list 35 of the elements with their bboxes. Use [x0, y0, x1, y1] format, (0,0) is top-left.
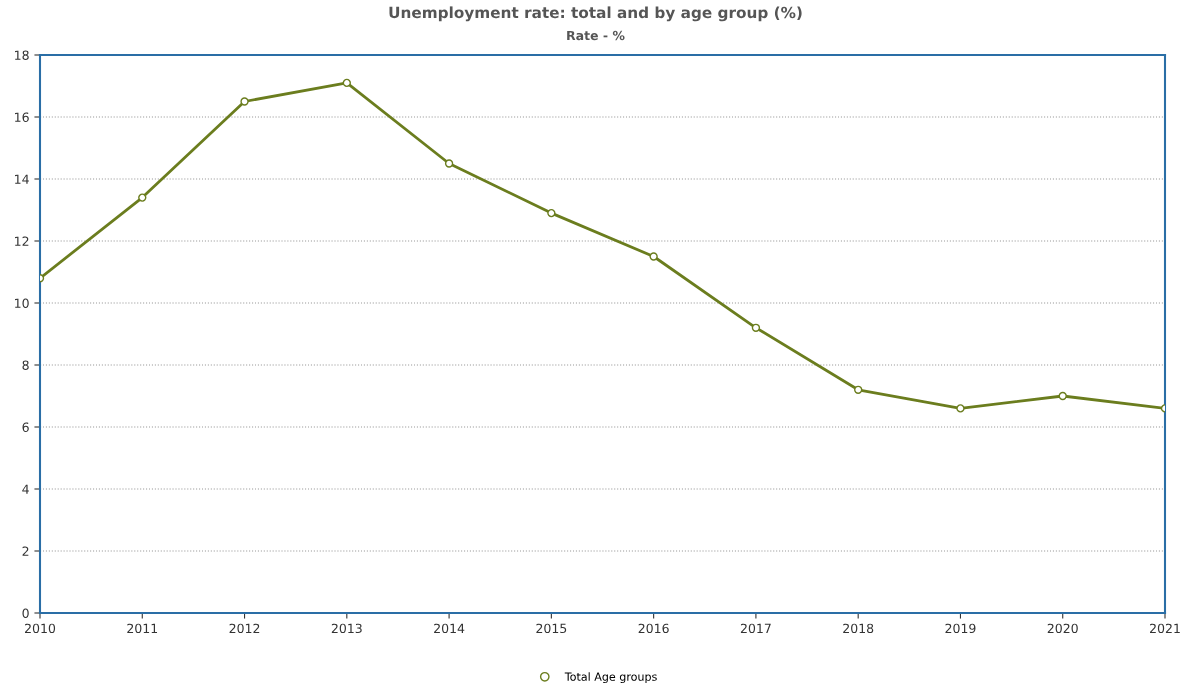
x-tick-label: 2014: [434, 623, 465, 634]
x-tick-label: 2012: [229, 623, 260, 634]
x-tick-label: 2018: [843, 623, 874, 634]
x-tick-label: 2011: [127, 623, 158, 634]
point: [342, 78, 351, 88]
x-tick-label: 2015: [536, 623, 567, 634]
chart-subtitle: Rate - %: [567, 30, 625, 41]
y-tick-label: 0: [22, 608, 29, 618]
y-tick-label: 14: [15, 174, 29, 184]
x-tick-label: 2010: [25, 623, 56, 634]
x-tick-label: 2013: [331, 623, 362, 634]
x-tick-label: 2021: [1150, 623, 1180, 634]
y-tick-label: 12: [15, 236, 29, 246]
point: [240, 97, 249, 106]
x-tick-label: 2017: [740, 623, 771, 634]
point: [751, 323, 761, 332]
y-tick-label: 4: [22, 484, 29, 494]
chart-title: Unemployment rate: total and by age group (%): [389, 6, 802, 22]
y-tick-label: 10: [15, 298, 29, 308]
legend-label: Total Age groups: [564, 672, 657, 683]
point: [649, 252, 658, 261]
y-tick-label: 6: [22, 422, 29, 432]
point: [956, 404, 965, 413]
point: [444, 159, 454, 168]
point: [1058, 391, 1067, 401]
x-tick-label: 2020: [1047, 623, 1078, 634]
x-tick-label: 2016: [638, 623, 669, 634]
x-tick-label: 2019: [945, 623, 976, 634]
y-tick-label: 18: [15, 50, 29, 60]
y-tick-label: 2: [22, 546, 29, 556]
y-tick-label: 16: [15, 112, 29, 122]
point: [138, 193, 147, 202]
y-tick-label: 8: [22, 360, 29, 370]
point: [854, 385, 863, 394]
point: [547, 208, 556, 218]
